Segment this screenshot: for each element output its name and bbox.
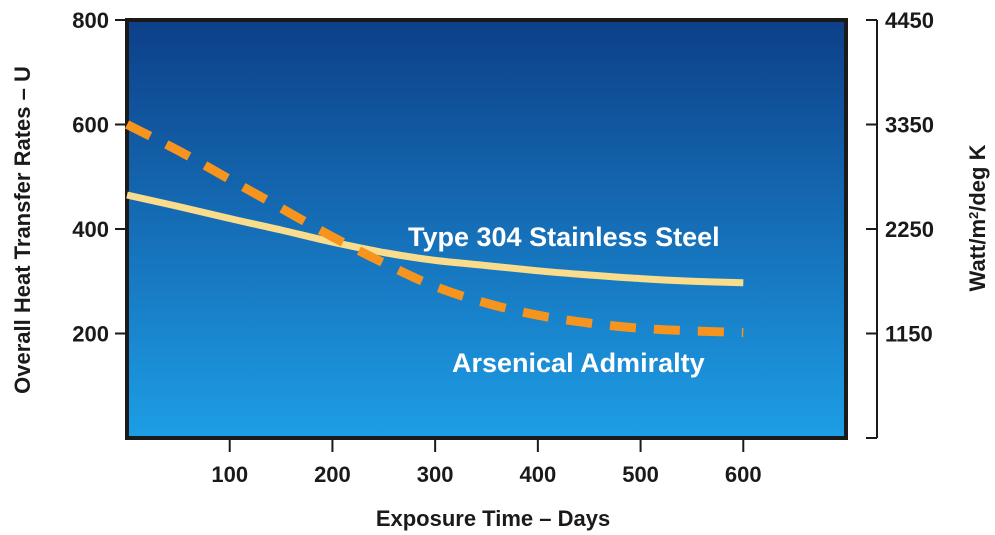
y-tick-label: 200	[72, 322, 109, 347]
x-axis-title: Exposure Time – Days	[376, 506, 610, 531]
y2-axis-title: Watt/m2/deg K	[965, 144, 990, 291]
y-axis-left: 200 400 600 800	[72, 8, 127, 347]
series-layer	[124, 120, 744, 337]
x-tick-label: 400	[519, 462, 556, 487]
y2-tick-label: 4450	[885, 8, 934, 33]
x-axis: 100 200 300 400 500 600	[211, 438, 762, 487]
series-label-stainless: Type 304 Stainless Steel	[408, 222, 720, 252]
x-tick-label: 200	[314, 462, 351, 487]
y-tick-label: 400	[72, 217, 109, 242]
y2-tick-label: 3350	[885, 113, 934, 138]
x-tick-label: 600	[725, 462, 762, 487]
y2-tick-label: 1150	[885, 322, 933, 347]
series-line-stainless-steel	[126, 191, 744, 287]
series-label-admiralty: Arsenical Admiralty	[452, 348, 705, 378]
y-axis-right: 1150 2250 3350 4450	[866, 8, 934, 439]
x-tick-label: 300	[417, 462, 454, 487]
x-tick-label: 500	[622, 462, 659, 487]
x-tick-label: 100	[211, 462, 248, 487]
y-tick-label: 800	[72, 8, 109, 33]
y-axis-title: Overall Heat Transfer Rates – U	[10, 66, 35, 394]
y-tick-label: 600	[72, 113, 109, 138]
plot-area	[125, 18, 848, 440]
y2-tick-label: 2250	[885, 217, 934, 242]
